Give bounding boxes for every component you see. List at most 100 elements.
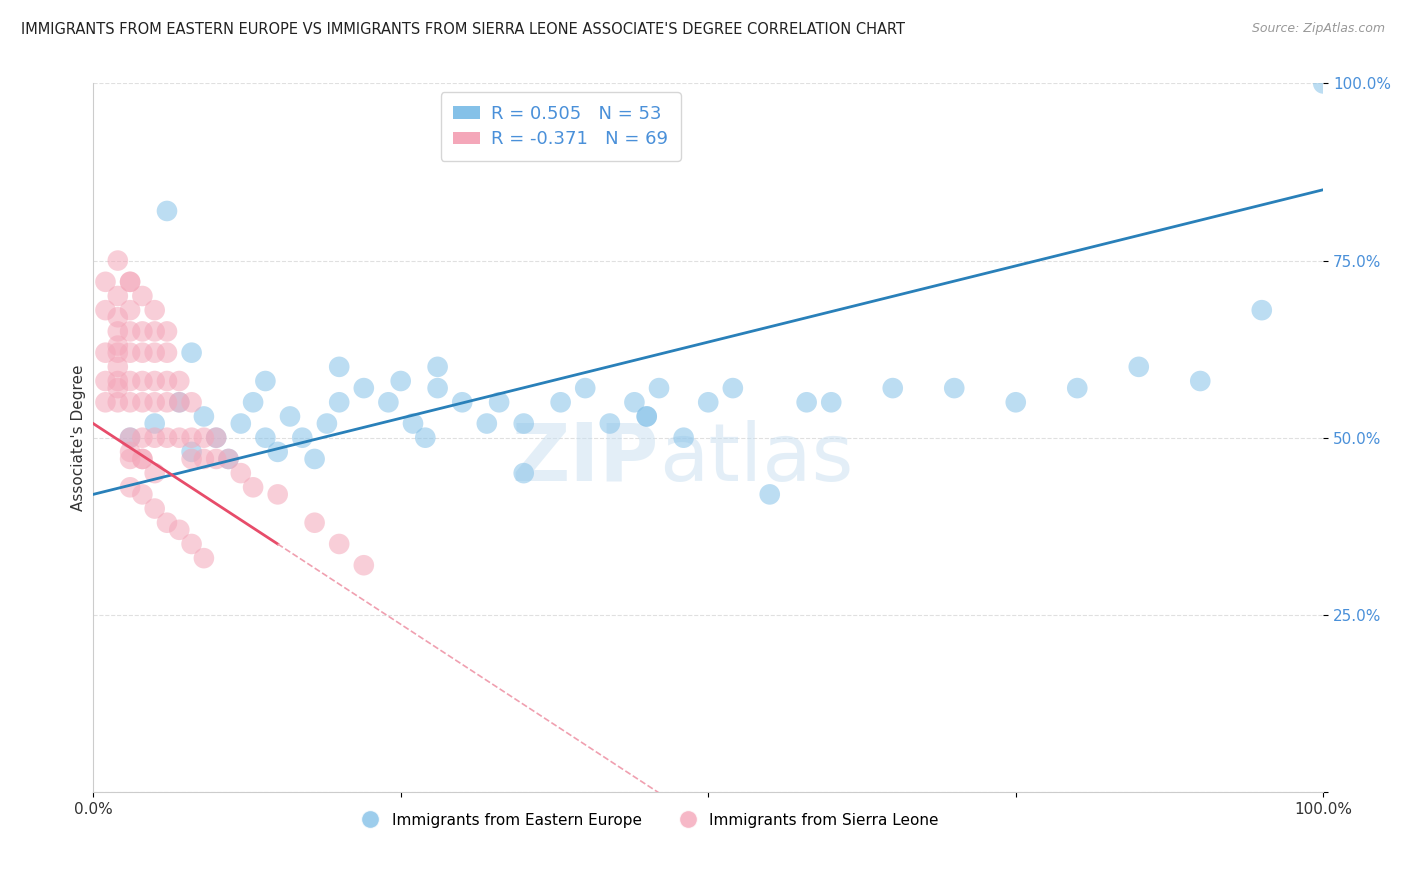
Point [242, 395, 264, 409]
Point [1250, 303, 1272, 318]
Point [131, 289, 153, 303]
Point [180, 445, 202, 459]
Point [143, 417, 166, 431]
Point [94, 275, 117, 289]
Point [550, 395, 572, 409]
Point [512, 466, 534, 480]
Point [156, 395, 179, 409]
Point [291, 431, 314, 445]
Point [143, 374, 166, 388]
Point [943, 381, 966, 395]
Point [107, 374, 129, 388]
Point [488, 395, 510, 409]
Point [413, 431, 436, 445]
Point [131, 431, 153, 445]
Point [120, 480, 142, 494]
Point [180, 537, 202, 551]
Point [120, 431, 142, 445]
Point [107, 289, 129, 303]
Point [107, 310, 129, 325]
Point [426, 359, 449, 374]
Point [353, 558, 375, 573]
Point [143, 501, 166, 516]
Point [672, 431, 695, 445]
Text: atlas: atlas [659, 420, 853, 498]
Point [475, 417, 498, 431]
Point [316, 417, 339, 431]
Y-axis label: Associate's Degree: Associate's Degree [72, 365, 86, 511]
Point [574, 381, 596, 395]
Point [229, 417, 252, 431]
Point [758, 487, 780, 501]
Point [94, 374, 117, 388]
Point [120, 275, 142, 289]
Point [193, 452, 215, 467]
Point [820, 395, 842, 409]
Point [1189, 374, 1212, 388]
Point [94, 303, 117, 318]
Point [267, 445, 290, 459]
Legend: Immigrants from Eastern Europe, Immigrants from Sierra Leone: Immigrants from Eastern Europe, Immigran… [349, 806, 945, 834]
Point [131, 374, 153, 388]
Point [169, 523, 191, 537]
Point [623, 395, 645, 409]
Point [377, 395, 399, 409]
Point [426, 381, 449, 395]
Point [143, 466, 166, 480]
Point [205, 431, 228, 445]
Point [120, 452, 142, 467]
Point [131, 325, 153, 339]
Point [107, 381, 129, 395]
Point [721, 381, 744, 395]
Text: ZIP: ZIP [512, 420, 659, 498]
Point [451, 395, 474, 409]
Point [180, 395, 202, 409]
Point [193, 431, 215, 445]
Point [599, 417, 621, 431]
Point [882, 381, 904, 395]
Point [328, 359, 350, 374]
Point [180, 431, 202, 445]
Point [1128, 359, 1150, 374]
Point [143, 395, 166, 409]
Point [156, 374, 179, 388]
Point [180, 452, 202, 467]
Point [131, 395, 153, 409]
Point [143, 345, 166, 359]
Point [107, 325, 129, 339]
Point [107, 359, 129, 374]
Point [120, 395, 142, 409]
Point [120, 345, 142, 359]
Point [205, 452, 228, 467]
Point [143, 431, 166, 445]
Point [1004, 395, 1026, 409]
Point [1066, 381, 1088, 395]
Point [254, 431, 277, 445]
Point [131, 345, 153, 359]
Point [697, 395, 720, 409]
Point [107, 338, 129, 352]
Point [107, 253, 129, 268]
Point [193, 409, 215, 424]
Point [193, 551, 215, 566]
Point [94, 395, 117, 409]
Point [353, 381, 375, 395]
Point [328, 537, 350, 551]
Point [120, 275, 142, 289]
Point [169, 431, 191, 445]
Point [218, 452, 240, 467]
Point [267, 487, 290, 501]
Point [120, 325, 142, 339]
Point [205, 431, 228, 445]
Point [648, 381, 671, 395]
Point [180, 345, 202, 359]
Point [328, 395, 350, 409]
Point [304, 452, 326, 467]
Point [143, 325, 166, 339]
Point [94, 345, 117, 359]
Point [402, 417, 425, 431]
Point [156, 345, 179, 359]
Point [156, 516, 179, 530]
Point [131, 487, 153, 501]
Point [169, 374, 191, 388]
